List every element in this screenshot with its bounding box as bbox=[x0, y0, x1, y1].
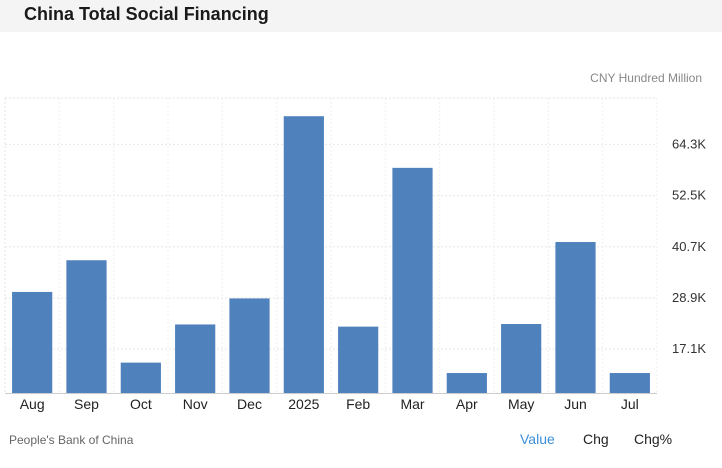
x-tick-label: Nov bbox=[183, 396, 208, 412]
y-tick-label: 52.5K bbox=[672, 188, 706, 203]
y-tick-label: 17.1K bbox=[672, 341, 706, 356]
tab-chg[interactable]: Chg bbox=[583, 431, 609, 447]
view-tabs: Value Chg Chg% bbox=[0, 431, 722, 451]
bar bbox=[555, 242, 596, 393]
x-tick-label: Dec bbox=[237, 396, 262, 412]
x-tick-label: Aug bbox=[20, 396, 45, 412]
bar bbox=[12, 291, 53, 393]
y-tick-label: 64.3K bbox=[672, 136, 706, 151]
x-tick-label: Jun bbox=[564, 396, 587, 412]
bar bbox=[338, 326, 379, 393]
page-title: China Total Social Financing bbox=[24, 4, 269, 24]
x-tick-label: Oct bbox=[130, 396, 152, 412]
bar bbox=[501, 324, 542, 393]
x-tick-label: Mar bbox=[400, 396, 424, 412]
bar bbox=[66, 260, 107, 393]
x-tick-label: Feb bbox=[346, 396, 370, 412]
x-tick-label: Sep bbox=[74, 396, 99, 412]
x-tick-label: Apr bbox=[456, 396, 478, 412]
bar bbox=[392, 167, 433, 393]
x-tick-label: May bbox=[508, 396, 534, 412]
bar bbox=[609, 373, 650, 393]
bar bbox=[229, 298, 270, 393]
x-tick-label: 2025 bbox=[288, 396, 319, 412]
bar bbox=[446, 373, 487, 393]
bar bbox=[175, 324, 216, 393]
y-tick-label: 28.9K bbox=[672, 290, 706, 305]
source-label: People's Bank of China bbox=[9, 433, 134, 447]
unit-label: CNY Hundred Million bbox=[590, 71, 702, 85]
x-tick-label: Jul bbox=[621, 396, 639, 412]
bar bbox=[283, 116, 324, 394]
tab-value[interactable]: Value bbox=[520, 431, 555, 447]
bar bbox=[120, 362, 161, 393]
y-tick-label: 40.7K bbox=[672, 239, 706, 254]
tab-chg-percent[interactable]: Chg% bbox=[634, 431, 673, 447]
header-bar: China Total Social Financing bbox=[0, 0, 722, 32]
